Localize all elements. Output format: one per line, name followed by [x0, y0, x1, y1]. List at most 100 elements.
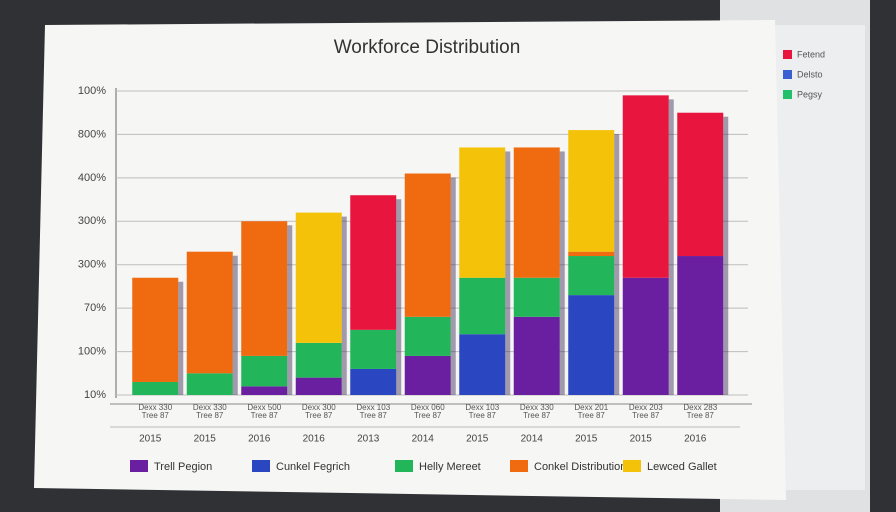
- bar-shadow: [505, 151, 511, 395]
- bar-shadow: [232, 255, 238, 395]
- y-tick-label: 10%: [84, 389, 106, 401]
- bar-label: Dexx 203: [629, 403, 663, 412]
- bar-segment: [132, 277, 179, 382]
- legend-label: Trell Pegion: [154, 461, 212, 473]
- bar-label: Tree 87: [523, 411, 551, 420]
- bar-segment: [568, 251, 615, 257]
- bar-segment: [404, 355, 451, 395]
- y-tick-label: 70%: [84, 302, 106, 314]
- bar-label: Dexx 201: [574, 403, 608, 412]
- bar-label: Tree 87: [142, 411, 170, 420]
- bar-segment: [568, 130, 615, 252]
- bar-shadow: [450, 177, 456, 395]
- legend-swatch: [510, 460, 528, 472]
- bar-segment: [295, 212, 342, 343]
- legend-label: Pegsy: [797, 89, 823, 99]
- bar-segment: [404, 316, 451, 356]
- bar-label: Tree 87: [251, 411, 279, 420]
- bar-label: Tree 87: [469, 411, 497, 420]
- x-tick-label: 2016: [248, 434, 271, 445]
- legend-label: Delsto: [797, 69, 823, 79]
- bar-segment: [677, 112, 724, 257]
- bar-shadow: [287, 225, 293, 395]
- bar-segment: [241, 386, 288, 395]
- bar-segment: [513, 316, 560, 395]
- bar-shadow: [723, 116, 729, 395]
- x-tick-label: 2015: [139, 434, 162, 445]
- legend-swatch: [783, 50, 792, 59]
- bar-segment: [459, 277, 506, 335]
- bar-label: Tree 87: [196, 411, 224, 420]
- bar-segment: [459, 147, 506, 278]
- y-tick-label: 300%: [78, 259, 106, 271]
- chart-title: Workforce Distribution: [334, 37, 521, 58]
- bars: [132, 95, 729, 396]
- bar-segment: [513, 277, 560, 317]
- x-tick-label: 2015: [575, 434, 598, 445]
- bar-label: Dexx 283: [683, 403, 717, 412]
- y-tick-label: 100%: [78, 345, 106, 357]
- bar-segment: [186, 373, 233, 395]
- y-tick-label: 400%: [78, 172, 106, 184]
- bar-label: Tree 87: [305, 411, 333, 420]
- legend: Trell Pegion Cunkel Fegrich Helly Mereet Co…: [130, 49, 825, 473]
- y-tick-label: 800%: [78, 128, 106, 140]
- bar-shadow: [559, 151, 565, 395]
- bar-label: Tree 87: [687, 411, 715, 420]
- x-tick-label: 2015: [630, 434, 653, 445]
- y-tick-label: 300%: [78, 215, 106, 227]
- bar-label: Dexx 330: [138, 403, 172, 412]
- bar-segment: [295, 377, 342, 395]
- bar-label: Dexx 330: [520, 403, 554, 412]
- legend-swatch: [783, 90, 792, 99]
- legend-swatch: [130, 460, 148, 472]
- bar-label: Dexx 500: [247, 403, 281, 412]
- legend-label: Lewced Gallet: [647, 461, 717, 473]
- legend-label: Helly Mereet: [419, 461, 481, 473]
- bar-label: Tree 87: [414, 411, 442, 420]
- bar-label: Tree 87: [360, 411, 388, 420]
- bar-segment: [241, 355, 288, 387]
- bar-segment: [568, 295, 615, 395]
- bar-label: Tree 87: [578, 411, 606, 420]
- bar-segment: [404, 173, 451, 317]
- bar-segment: [295, 342, 342, 378]
- legend-label: Conkel Distribution: [534, 461, 626, 473]
- bar-label: Dexx 103: [356, 403, 390, 412]
- bar-segment: [513, 147, 560, 278]
- legend-label: Cunkel Fegrich: [276, 461, 350, 473]
- side-panel: [770, 25, 865, 490]
- bar-shadow: [396, 199, 402, 395]
- legend-label: Fetend: [797, 49, 825, 59]
- bar-segment: [350, 195, 397, 330]
- x-tick-label: 2016: [684, 434, 707, 445]
- y-tick-label: 100%: [78, 85, 106, 97]
- bar-label: Dexx 300: [302, 403, 336, 412]
- x-tick-label: 2015: [194, 434, 217, 445]
- labels: 10%100%70%300%300%400%800%100%Dexx 330Tr…: [78, 85, 718, 445]
- bar-segment: [350, 329, 397, 369]
- bar-segment: [132, 381, 179, 395]
- x-tick-label: 2015: [466, 434, 489, 445]
- legend-swatch: [252, 460, 270, 472]
- bar-segment: [568, 256, 615, 296]
- x-tick-label: 2014: [521, 434, 544, 445]
- bar-segment: [459, 334, 506, 395]
- bar-label: Dexx 060: [411, 403, 445, 412]
- bar-shadow: [614, 134, 620, 396]
- x-tick-label: 2013: [357, 434, 380, 445]
- bar-label: Tree 87: [632, 411, 660, 420]
- bar-shadow: [668, 99, 674, 395]
- legend-swatch: [623, 460, 641, 472]
- bar-label: Dexx 103: [465, 403, 499, 412]
- bar-segment: [622, 277, 669, 395]
- x-tick-label: 2016: [303, 434, 326, 445]
- bar-shadow: [178, 281, 184, 395]
- bar-segment: [677, 256, 724, 395]
- bar-label: Dexx 330: [193, 403, 227, 412]
- legend-swatch: [783, 70, 792, 79]
- bar-segment: [622, 95, 669, 278]
- bar-segment: [241, 221, 288, 356]
- bar-segment: [350, 368, 397, 395]
